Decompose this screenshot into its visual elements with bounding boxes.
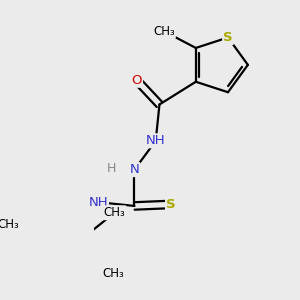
Text: CH₃: CH₃	[102, 267, 124, 280]
Text: S: S	[166, 198, 175, 211]
Text: NH: NH	[88, 196, 108, 209]
Text: N: N	[130, 163, 140, 176]
Text: O: O	[131, 74, 142, 87]
Text: CH₃: CH₃	[153, 25, 175, 38]
Text: H: H	[107, 162, 116, 175]
Text: CH₃: CH₃	[104, 206, 125, 219]
Text: CH₃: CH₃	[0, 218, 19, 231]
Text: S: S	[223, 31, 233, 44]
Text: NH: NH	[146, 134, 166, 147]
